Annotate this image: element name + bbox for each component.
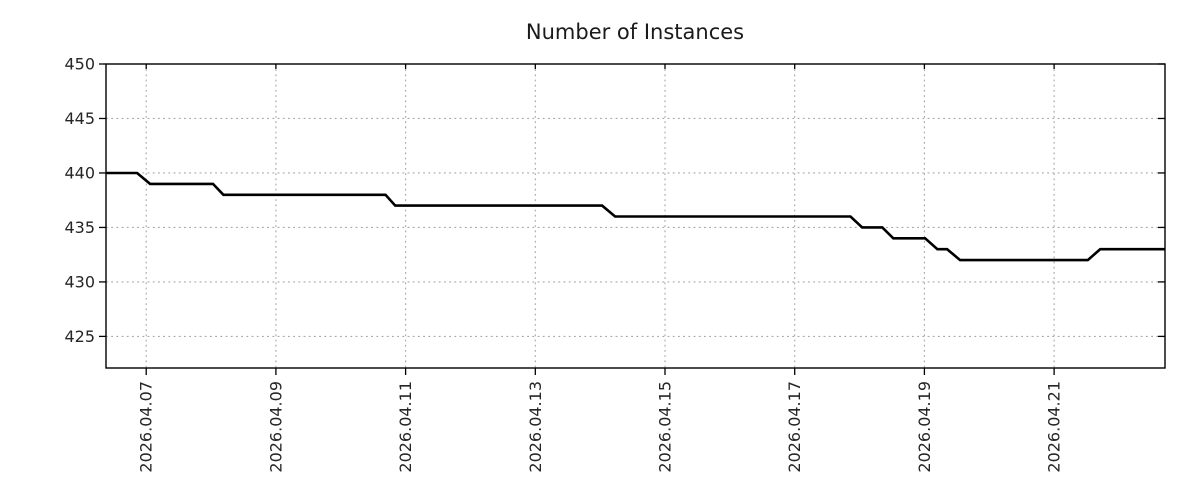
- data-series: [106, 171, 1165, 262]
- x-tick-label: 2026.04.13: [526, 381, 545, 473]
- y-tick-label: 445: [64, 109, 95, 128]
- chart-title: Number of Instances: [526, 20, 744, 44]
- x-tick-label: 2026.04.15: [656, 381, 675, 473]
- instances-line: [106, 171, 1165, 262]
- plot-frame: [105, 63, 1166, 369]
- x-tick-label: 2026.04.09: [266, 381, 285, 473]
- axis-tick-labels: 2026.04.07 2026.04.09 2026.04.11 2026.04.13…: [64, 55, 1063, 473]
- y-tick-label: 450: [64, 55, 95, 74]
- x-tick-label: 2026.04.11: [396, 381, 415, 473]
- y-tick-label: 430: [64, 272, 95, 291]
- x-tick-label: 2026.04.07: [137, 381, 156, 473]
- axis-ticks: [99, 63, 1165, 375]
- y-tick-label: 440: [64, 163, 95, 182]
- x-tick-label: 2026.04.17: [785, 381, 804, 473]
- x-tick-label: 2026.04.19: [915, 381, 934, 473]
- y-tick-label: 425: [64, 327, 95, 346]
- y-tick-label: 435: [64, 218, 95, 237]
- x-tick-label: 2026.04.21: [1045, 381, 1064, 473]
